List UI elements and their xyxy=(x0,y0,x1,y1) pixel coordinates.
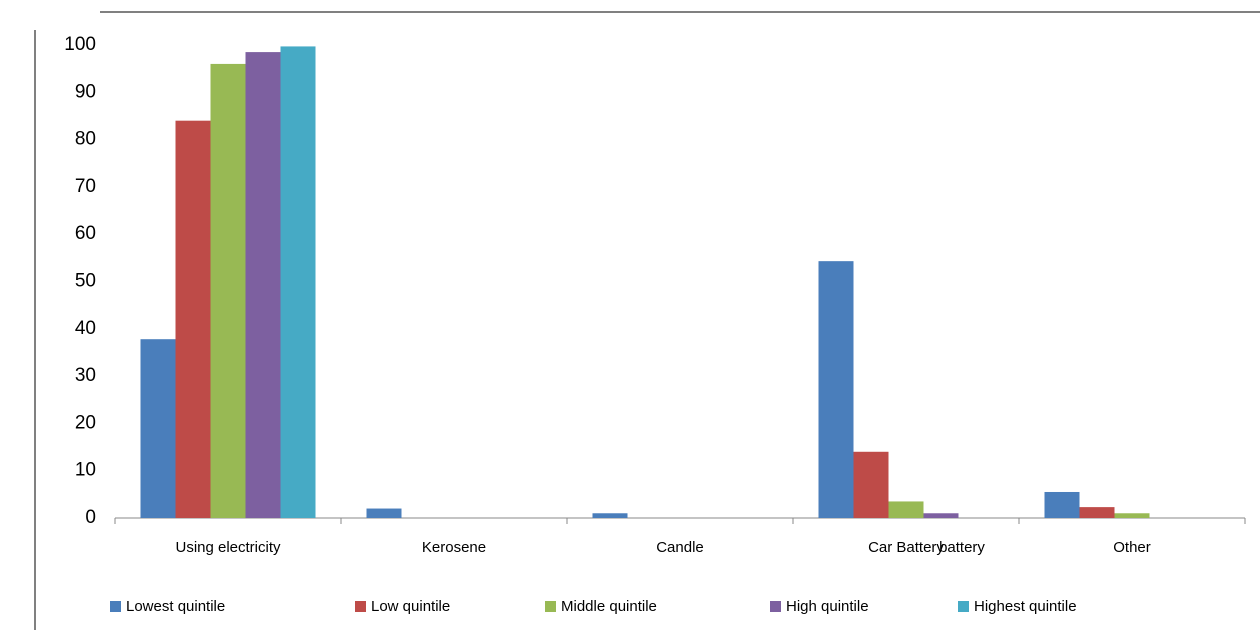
bar xyxy=(818,261,854,518)
x-tick-label: Using electricity xyxy=(175,539,281,556)
x-tick-label: Kerosene xyxy=(422,539,486,556)
bar xyxy=(923,513,959,518)
y-tick-label: 10 xyxy=(75,460,96,481)
y-tick-label: 40 xyxy=(75,318,96,339)
x-tick-label: Car Battery xyxy=(868,539,944,556)
y-tick-label: 50 xyxy=(75,271,96,292)
bar xyxy=(1114,513,1150,518)
legend-label: Middle quintile xyxy=(561,598,657,615)
y-tick-label: 60 xyxy=(75,223,96,244)
bar xyxy=(1079,507,1115,518)
bar xyxy=(366,508,402,518)
bar xyxy=(888,501,924,518)
y-tick-label: 70 xyxy=(75,176,96,197)
x-tick-label: Candle xyxy=(656,539,704,556)
legend-label: Highest quintile xyxy=(974,598,1077,615)
bar xyxy=(175,120,211,519)
legend-swatch xyxy=(110,601,121,612)
bar xyxy=(280,46,316,518)
legend-label: Low quintile xyxy=(371,598,450,615)
bar xyxy=(853,451,889,518)
legend-label: Lowest quintile xyxy=(126,598,225,615)
x-tick-label: Other xyxy=(1113,539,1151,556)
bar xyxy=(245,52,281,518)
y-tick-label: 90 xyxy=(75,81,96,102)
bar xyxy=(592,513,628,518)
legend-swatch xyxy=(355,601,366,612)
y-tick-label: 80 xyxy=(75,129,96,150)
y-tick-label: 20 xyxy=(75,412,96,433)
y-tick-label: 0 xyxy=(85,507,96,528)
legend-label: High quintile xyxy=(786,598,869,615)
legend-swatch xyxy=(958,601,969,612)
annotation: battery xyxy=(939,539,985,556)
bar xyxy=(140,339,176,518)
legend-swatch xyxy=(545,601,556,612)
y-tick-label: 100 xyxy=(64,34,96,55)
bar xyxy=(1044,491,1080,518)
legend-swatch xyxy=(770,601,781,612)
y-tick-label: 30 xyxy=(75,365,96,386)
bar xyxy=(210,63,246,519)
